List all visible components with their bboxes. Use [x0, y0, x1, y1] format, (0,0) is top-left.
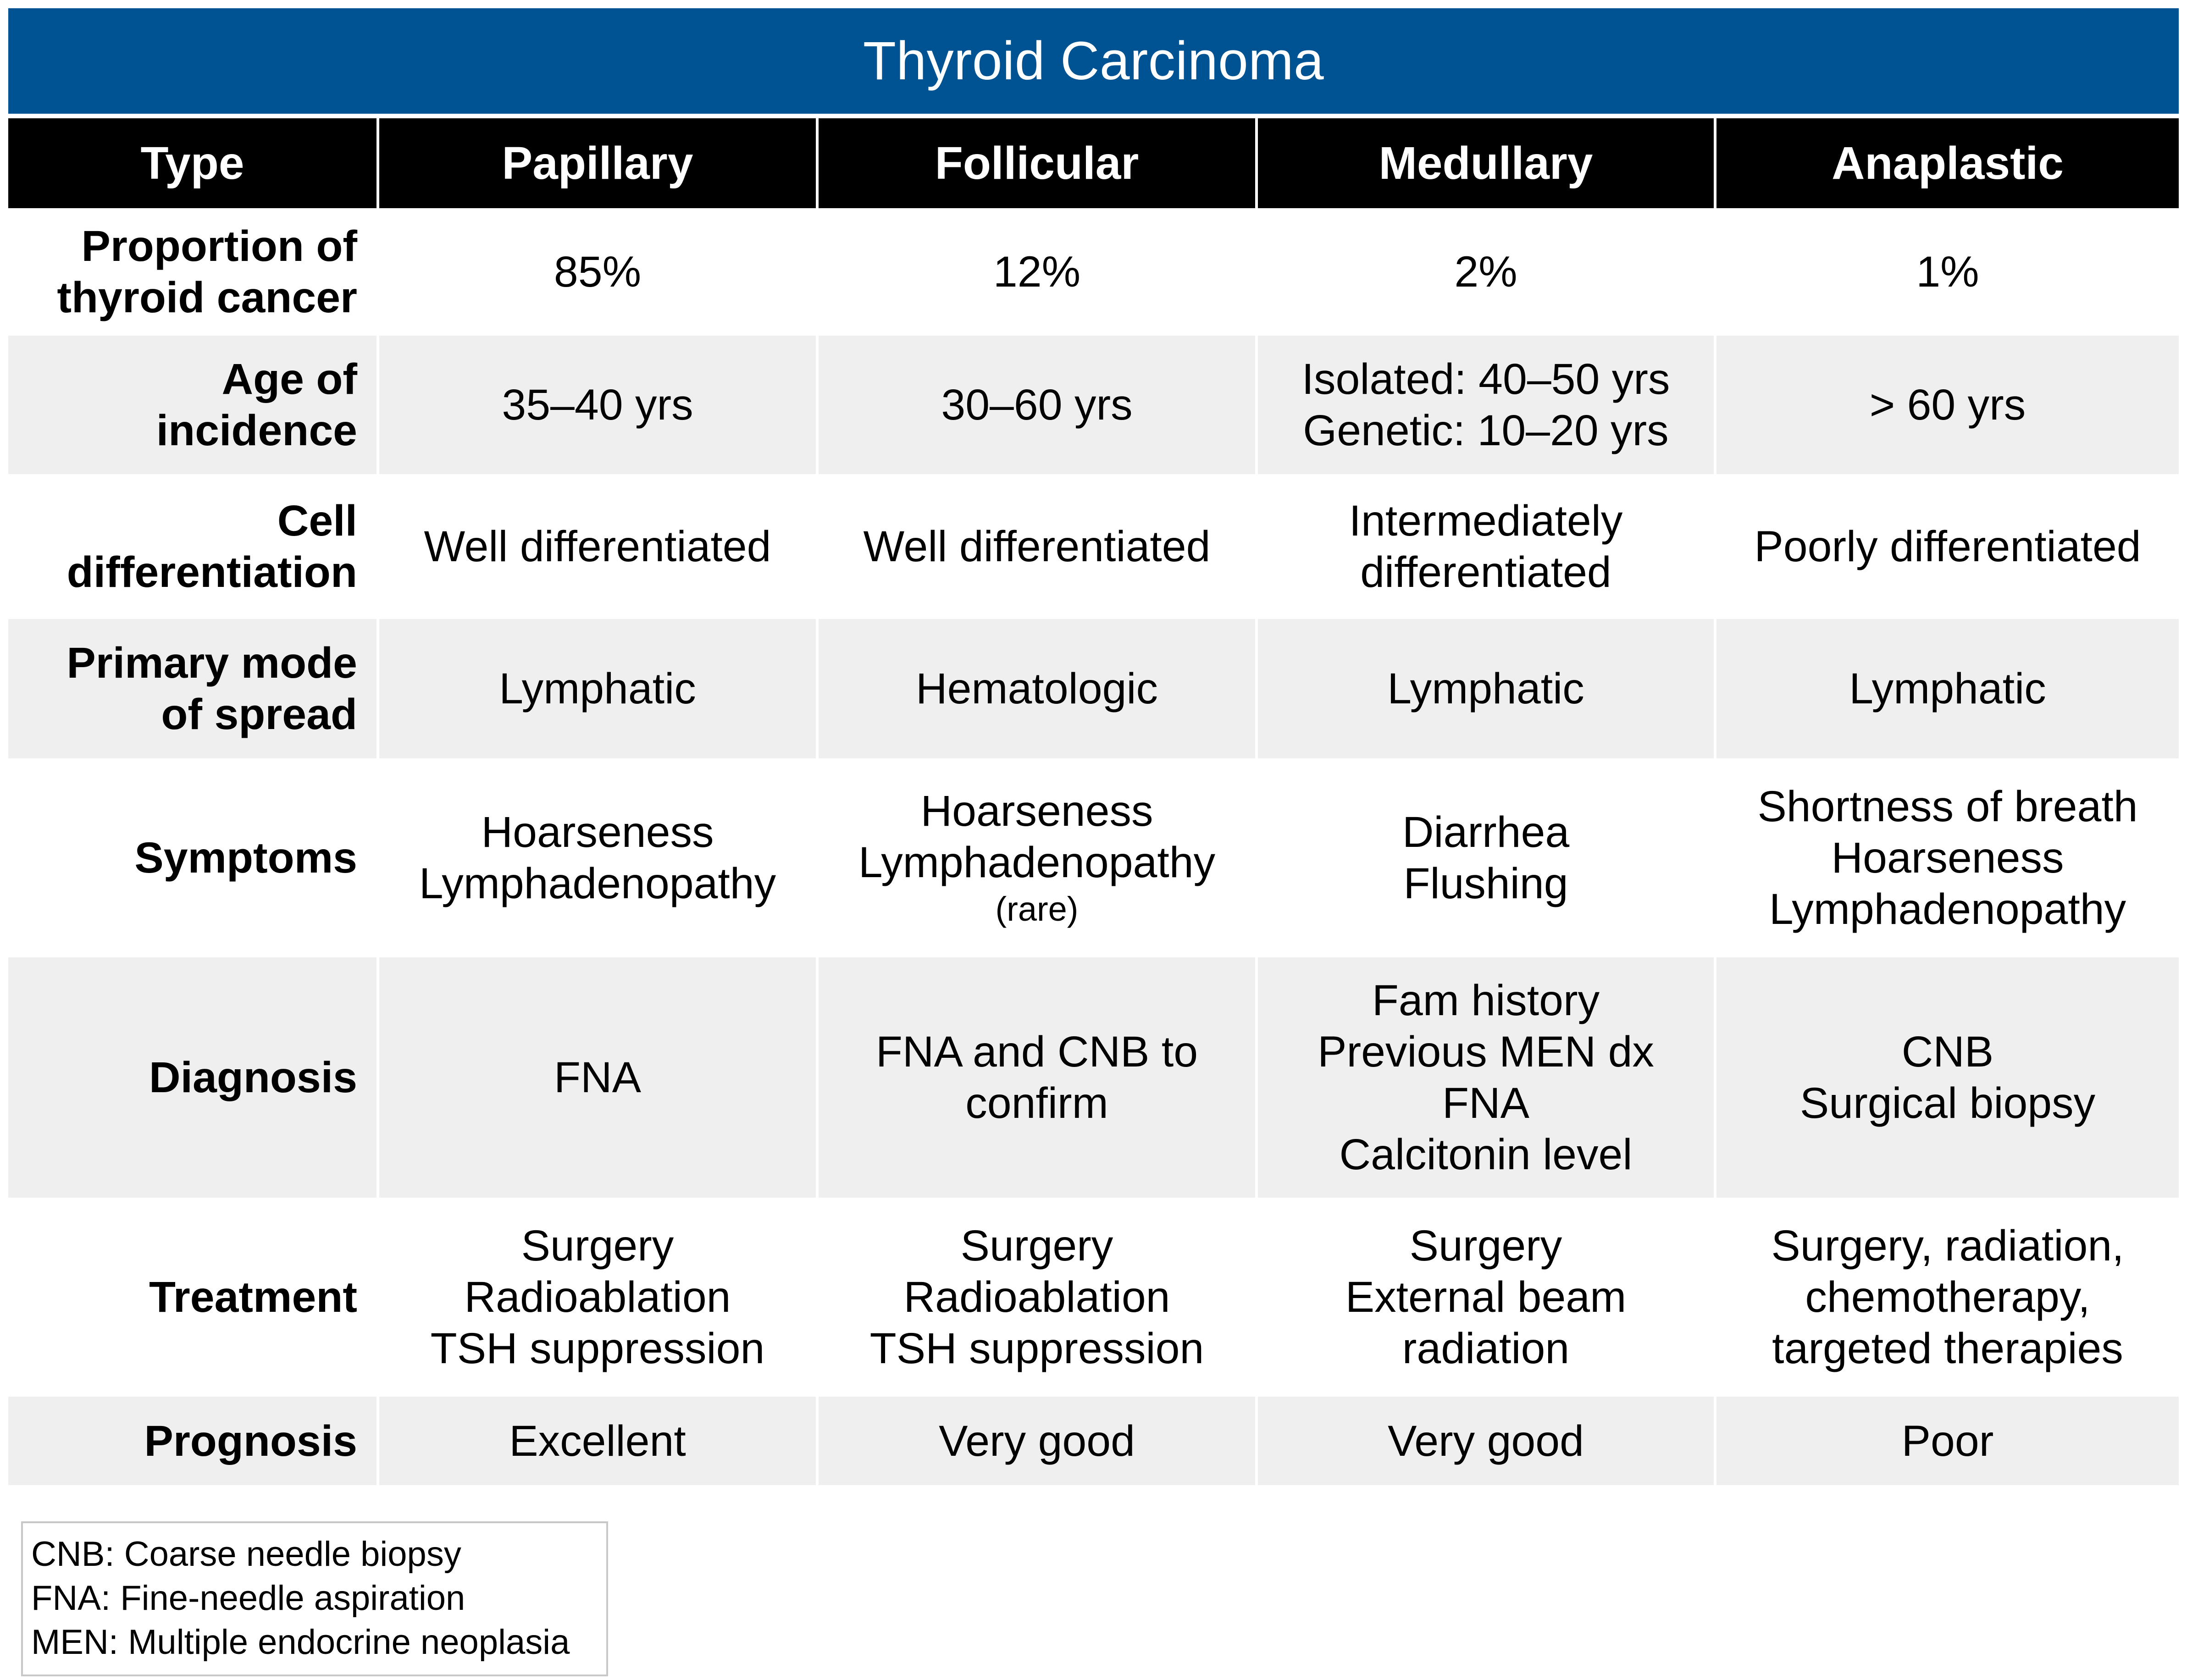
row-label-treatment: Treatment: [8, 1198, 378, 1395]
row-label-symptoms: Symptoms: [8, 758, 378, 956]
legend-entry-men: MEN: Multiple endocrine neoplasia: [31, 1623, 570, 1662]
thyroid-table-container: Thyroid Carcinoma Type Papillary Follicu…: [8, 8, 2179, 1485]
table-row: Diagnosis FNA FNA and CNB to confirm Fam…: [8, 955, 2179, 1199]
table-row: Prognosis Excellent Very good Very good …: [8, 1394, 2179, 1485]
cell-anaplastic-prognosis: Poor: [1714, 1394, 2179, 1485]
cell-papillary-symptoms: Hoarseness Lymphadenopathy: [376, 758, 817, 956]
cell-follicular-age: 30–60 yrs: [816, 333, 1257, 475]
header-anaplastic: Anaplastic: [1714, 118, 2179, 210]
table-row: Cell differentiation Well differentiated…: [8, 474, 2179, 618]
row-label-spread: Primary mode of spread: [8, 616, 378, 760]
cell-anaplastic-treatment: Surgery, radiation, chemotherapy, target…: [1714, 1198, 2179, 1395]
legend-entry-fna: FNA: Fine-needle aspiration: [31, 1579, 465, 1618]
cell-papillary-treatment: Surgery Radioablation TSH suppression: [376, 1198, 817, 1395]
row-label-differentiation: Cell differentiation: [8, 474, 378, 618]
header-papillary: Papillary: [376, 118, 817, 210]
cell-medullary-spread: Lymphatic: [1255, 616, 1715, 760]
cell-follicular-proportion: 12%: [816, 208, 1257, 334]
cell-papillary-prognosis: Excellent: [376, 1394, 817, 1485]
table-body: Proportion of thyroid cancer 85% 12% 2% …: [8, 208, 2179, 1485]
row-label-age: Age of incidence: [8, 333, 378, 475]
cell-papillary-spread: Lymphatic: [376, 616, 817, 760]
thyroid-carcinoma-table: Type Papillary Follicular Medullary Anap…: [8, 118, 2179, 1485]
cell-follicular-prognosis: Very good: [816, 1394, 1257, 1485]
cell-follicular-differentiation: Well differentiated: [816, 474, 1257, 618]
abbreviation-legend: CNB: Coarse needle biopsy FNA: Fine-need…: [21, 1521, 608, 1676]
cell-follicular-symptoms: Hoarseness Lymphadenopathy (rare): [816, 758, 1257, 956]
cell-medullary-age: Isolated: 40–50 yrs Genetic: 10–20 yrs: [1255, 333, 1715, 475]
cell-follicular-diagnosis: FNA and CNB to confirm: [816, 955, 1257, 1199]
rare-note: (rare): [995, 890, 1079, 928]
header-medullary: Medullary: [1255, 118, 1715, 210]
cell-papillary-differentiation: Well differentiated: [376, 474, 817, 618]
cell-anaplastic-age: > 60 yrs: [1714, 333, 2179, 475]
header-type: Type: [8, 118, 378, 210]
cell-medullary-differentiation: Intermediately differentiated: [1255, 474, 1715, 618]
table-row: Primary mode of spread Lymphatic Hematol…: [8, 616, 2179, 760]
cell-papillary-age: 35–40 yrs: [376, 333, 817, 475]
cell-anaplastic-proportion: 1%: [1714, 208, 2179, 334]
cell-follicular-treatment: Surgery Radioablation TSH suppression: [816, 1198, 1257, 1395]
cell-papillary-diagnosis: FNA: [376, 955, 817, 1199]
row-label-prognosis: Prognosis: [8, 1394, 378, 1485]
table-row: Treatment Surgery Radioablation TSH supp…: [8, 1198, 2179, 1395]
cell-anaplastic-diagnosis: CNB Surgical biopsy: [1714, 955, 2179, 1199]
legend-entry-cnb: CNB: Coarse needle biopsy: [31, 1535, 461, 1574]
header-row: Type Papillary Follicular Medullary Anap…: [8, 118, 2179, 210]
header-follicular: Follicular: [816, 118, 1257, 210]
cell-medullary-symptoms: Diarrhea Flushing: [1255, 758, 1715, 956]
cell-anaplastic-differentiation: Poorly differentiated: [1714, 474, 2179, 618]
cell-medullary-proportion: 2%: [1255, 208, 1715, 334]
row-label-proportion: Proportion of thyroid cancer: [8, 208, 378, 334]
table-row: Proportion of thyroid cancer 85% 12% 2% …: [8, 208, 2179, 334]
cell-follicular-spread: Hematologic: [816, 616, 1257, 760]
table-row: Age of incidence 35–40 yrs 30–60 yrs Iso…: [8, 333, 2179, 475]
cell-medullary-prognosis: Very good: [1255, 1394, 1715, 1485]
cell-anaplastic-spread: Lymphatic: [1714, 616, 2179, 760]
cell-medullary-treatment: Surgery External beam radiation: [1255, 1198, 1715, 1395]
cell-medullary-diagnosis: Fam history Previous MEN dx FNA Calciton…: [1255, 955, 1715, 1199]
cell-papillary-proportion: 85%: [376, 208, 817, 334]
row-label-diagnosis: Diagnosis: [8, 955, 378, 1199]
table-row: Symptoms Hoarseness Lymphadenopathy Hoar…: [8, 758, 2179, 956]
table-title: Thyroid Carcinoma: [8, 8, 2179, 114]
cell-anaplastic-symptoms: Shortness of breath Hoarseness Lymphaden…: [1714, 758, 2179, 956]
